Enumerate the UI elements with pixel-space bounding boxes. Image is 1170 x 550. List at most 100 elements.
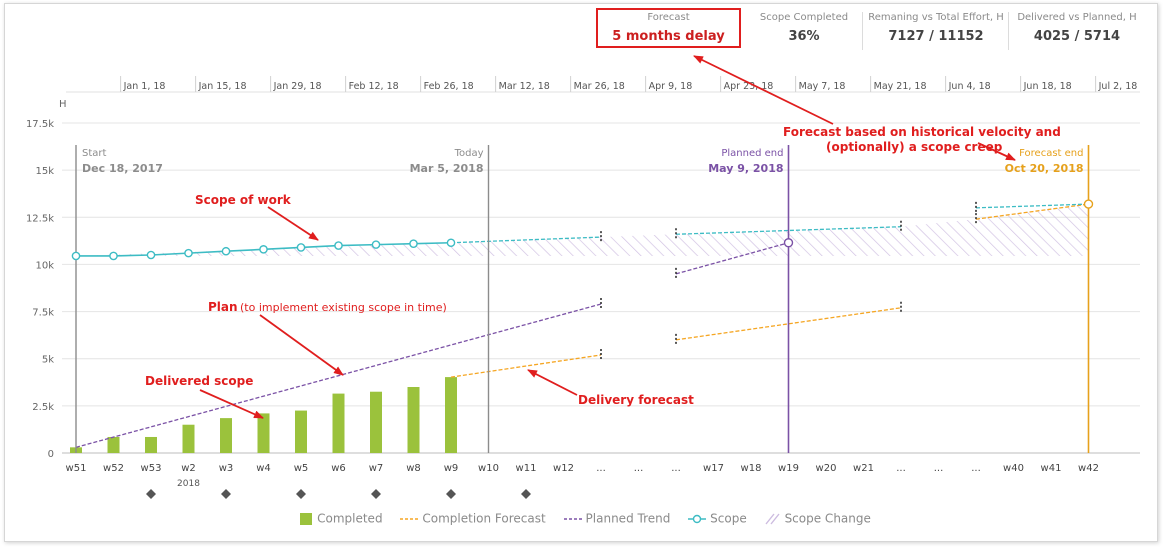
scope-forecast-segment	[675, 226, 902, 235]
arrow-to-kpi	[693, 55, 834, 125]
x-tick-label: ...	[596, 463, 606, 474]
y-tick-label: 17.5k	[26, 119, 54, 130]
y-tick-label: 7.5k	[32, 308, 54, 319]
x-tick-label: ...	[671, 463, 681, 474]
scope-point	[259, 245, 268, 254]
forecast-highlight-box	[596, 8, 741, 48]
kpi-forecast-value: 5 months delay	[612, 29, 725, 44]
x-tick-label: w40	[1003, 463, 1024, 474]
y-tick-label: 5k	[42, 355, 54, 366]
scope-point	[446, 238, 456, 248]
x-tick-label: w6	[331, 463, 346, 474]
kpi-delivered-label: Delivered vs Planned, H	[1017, 12, 1137, 23]
date-tick-label: Feb 12, 18	[349, 81, 399, 92]
legend-completed[interactable]: Completed	[299, 511, 383, 526]
x-tick-label: w9	[444, 463, 459, 474]
kpi-delivered[interactable]: Delivered vs Planned, H 4025 / 5714	[1010, 6, 1144, 50]
x-tick-label: w18	[741, 463, 762, 474]
completed-bar	[445, 377, 457, 453]
vertical-marker-point	[783, 238, 794, 248]
legend-scope[interactable]: Scope	[688, 511, 747, 526]
vertical-marker-label: Start	[82, 148, 107, 159]
vertical-marker-date: Mar 5, 2018	[410, 162, 484, 175]
date-tick-label: Feb 26, 18	[424, 81, 474, 92]
kpi-scope-label: Scope Completed	[759, 12, 849, 23]
x-tick-label: w5	[294, 463, 309, 474]
kpi-delivered-value: 4025 / 5714	[1033, 29, 1121, 44]
y-axis: 0 2.5k 5k 7.5k 10k 12.5k 15k 17.5k H	[26, 99, 67, 460]
scope-point	[371, 240, 381, 249]
x-tick-label: w17	[703, 463, 724, 474]
milestone-diamond-icon	[446, 489, 456, 499]
annotations: Scope of work Plan (to implement existin…	[145, 125, 1061, 407]
vertical-marker-label: Planned end	[721, 148, 783, 159]
arrow-plan	[259, 314, 344, 376]
legend-planned-trend-label: Planned Trend	[585, 511, 671, 526]
planned-trend-segment	[75, 303, 602, 448]
y-tick-label: 2.5k	[32, 402, 54, 413]
legend-completion-forecast-label: Completion Forecast	[422, 511, 546, 526]
x-tick-label: w20	[816, 463, 837, 474]
x-tick-label: w4	[256, 463, 271, 474]
milestone-diamond-icon	[146, 489, 156, 499]
scope-point	[296, 243, 306, 252]
legend-dash-swatch	[400, 517, 419, 520]
scope-point	[334, 241, 343, 250]
x-tick-label: w12	[553, 463, 574, 474]
vertical-marker-date: May 9, 2018	[708, 162, 783, 175]
x-tick-label: ...	[971, 463, 981, 474]
date-tick-label: Apr 23, 18	[724, 81, 774, 92]
annotation-delivery-forecast: Delivery forecast	[578, 393, 694, 407]
x-tick-label: w41	[1041, 463, 1062, 474]
scope-forecast-segment	[450, 236, 602, 244]
x-tick-label: w11	[516, 463, 537, 474]
date-axis: Jan 1, 18 Jan 15, 18 Jan 29, 18 Feb 12, 18 F…	[66, 76, 1140, 93]
vertical-marker-label: Forecast end	[1019, 148, 1083, 159]
y-tick-label: 10k	[35, 260, 54, 271]
kpi-scope-completed[interactable]: Scope Completed 36%	[746, 6, 862, 50]
completed-bar	[182, 424, 195, 453]
scope-points	[71, 238, 456, 261]
completed-bar	[145, 436, 157, 453]
annotation-arrows	[199, 55, 1016, 419]
planned-trend-segment	[675, 242, 789, 275]
x-tick-label: w10	[478, 463, 499, 474]
kpi-forecast[interactable]: Forecast 5 months delay	[596, 6, 741, 50]
arrow-to-forecast-end	[977, 142, 1016, 161]
date-tick-label: Jul 2, 18	[1098, 81, 1138, 92]
y-tick-label: 15k	[35, 166, 54, 177]
grid-lines	[62, 122, 1140, 454]
legend-scope-change[interactable]: Scope Change	[765, 511, 871, 526]
completed-bar	[332, 393, 345, 453]
milestone-diamond-icon	[296, 489, 306, 499]
arrow-delivery-forecast	[527, 369, 578, 396]
milestone-diamond-icon	[221, 489, 231, 499]
date-tick-label: Jan 29, 18	[273, 81, 322, 92]
legend-planned-trend[interactable]: Planned Trend	[563, 511, 671, 526]
vertical-marker-date: Oct 20, 2018	[1005, 162, 1084, 175]
annotation-forecast-line2: (optionally) a scope creep	[826, 140, 1003, 154]
year-label: 2018	[177, 479, 200, 489]
scope-point	[184, 248, 193, 258]
legend-completion-forecast[interactable]: Completion Forecast	[400, 511, 546, 526]
annotation-scope-of-work: Scope of work	[195, 193, 292, 207]
x-tick-label: ...	[634, 463, 644, 474]
completion-forecast-segment	[675, 307, 902, 341]
arrow-delivered	[199, 389, 264, 419]
completion-forecast-segment	[975, 203, 1089, 220]
kpi-divider	[1008, 12, 1009, 50]
date-tick-label: Jan 1, 18	[123, 81, 166, 92]
completed-bars	[70, 377, 457, 453]
date-tick-label: May 21, 18	[874, 81, 927, 92]
kpi-forecast-label: Forecast	[647, 12, 690, 23]
milestone-diamond-icon	[371, 489, 381, 499]
kpi-remaining-value: 7127 / 11152	[888, 29, 984, 44]
x-tick-label: w42	[1078, 463, 1099, 474]
legend-dash-swatch	[563, 517, 582, 520]
kpi-remaining[interactable]: Remaning vs Total Effort, H 7127 / 11152	[866, 6, 1006, 50]
kpi-scope-value: 36%	[788, 29, 820, 44]
scope-point	[409, 239, 418, 248]
kpi-divider	[862, 12, 863, 50]
scope-point	[146, 250, 156, 260]
chart-legend: Completed Completion Forecast Planned Tr…	[0, 511, 1170, 533]
